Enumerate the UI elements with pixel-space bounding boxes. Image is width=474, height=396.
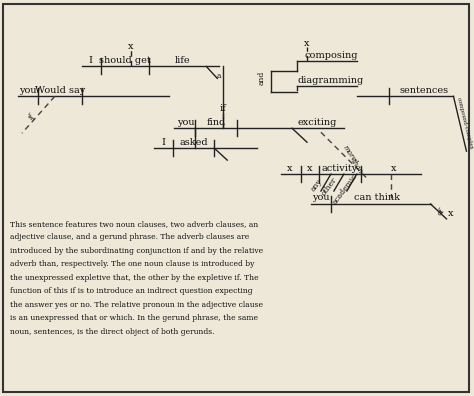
Text: adjective clause, and a gerund phrase. The adverb clauses are: adjective clause, and a gerund phrase. T… — [10, 233, 249, 242]
Text: asked: asked — [179, 138, 208, 147]
Text: function of this if is to introduce an indirect question expecting: function of this if is to introduce an i… — [10, 287, 253, 295]
Text: any: any — [310, 177, 324, 193]
Text: should get: should get — [99, 56, 150, 65]
Text: find: find — [207, 118, 226, 127]
Text: x: x — [307, 164, 313, 173]
Text: if: if — [220, 104, 227, 113]
Text: I: I — [162, 138, 165, 147]
Text: a: a — [217, 72, 221, 80]
Text: activity: activity — [322, 164, 358, 173]
Text: I: I — [89, 56, 93, 65]
Text: exciting: exciting — [297, 118, 337, 127]
Text: other: other — [319, 177, 338, 198]
Text: of: of — [436, 207, 447, 217]
Text: x: x — [287, 164, 293, 173]
Text: can think: can think — [354, 194, 400, 202]
Text: you: you — [177, 118, 194, 127]
Text: you: you — [19, 86, 36, 95]
Text: the answer yes or no. The relative pronoun in the adjective clause: the answer yes or no. The relative prono… — [10, 301, 263, 308]
Text: compound-complex: compound-complex — [456, 97, 474, 150]
Text: sentences: sentences — [399, 86, 448, 95]
Text: you: you — [312, 194, 330, 202]
Text: diagramming: diagramming — [298, 76, 364, 85]
Text: noun, sentences, is the direct object of both gerunds.: noun, sentences, is the direct object of… — [10, 327, 214, 335]
Text: x: x — [448, 209, 453, 219]
Text: and: and — [258, 70, 266, 84]
Text: than: than — [349, 158, 365, 176]
Text: This sentence features two noun clauses, two adverb clauses, an: This sentence features two noun clauses,… — [10, 220, 258, 228]
Text: is an unexpressed that or which. In the gerund phrase, the same: is an unexpressed that or which. In the … — [10, 314, 258, 322]
Text: x: x — [391, 164, 396, 173]
Text: introduced by the subordinating conjunction if and by the relative: introduced by the subordinating conjunct… — [10, 247, 263, 255]
Text: x: x — [128, 42, 133, 51]
FancyBboxPatch shape — [3, 4, 469, 392]
Text: if: if — [27, 112, 36, 121]
Text: academic: academic — [331, 172, 359, 206]
Text: adverb than, respectively. The one noun clause is introduced by: adverb than, respectively. The one noun … — [10, 260, 255, 268]
Text: the unexpressed expletive that, the other by the expletive if. The: the unexpressed expletive that, the othe… — [10, 274, 259, 282]
Text: more: more — [340, 143, 357, 163]
Text: x: x — [304, 39, 310, 48]
Text: life: life — [174, 56, 190, 65]
Text: Would say: Would say — [35, 86, 85, 95]
Text: composing: composing — [304, 51, 358, 60]
